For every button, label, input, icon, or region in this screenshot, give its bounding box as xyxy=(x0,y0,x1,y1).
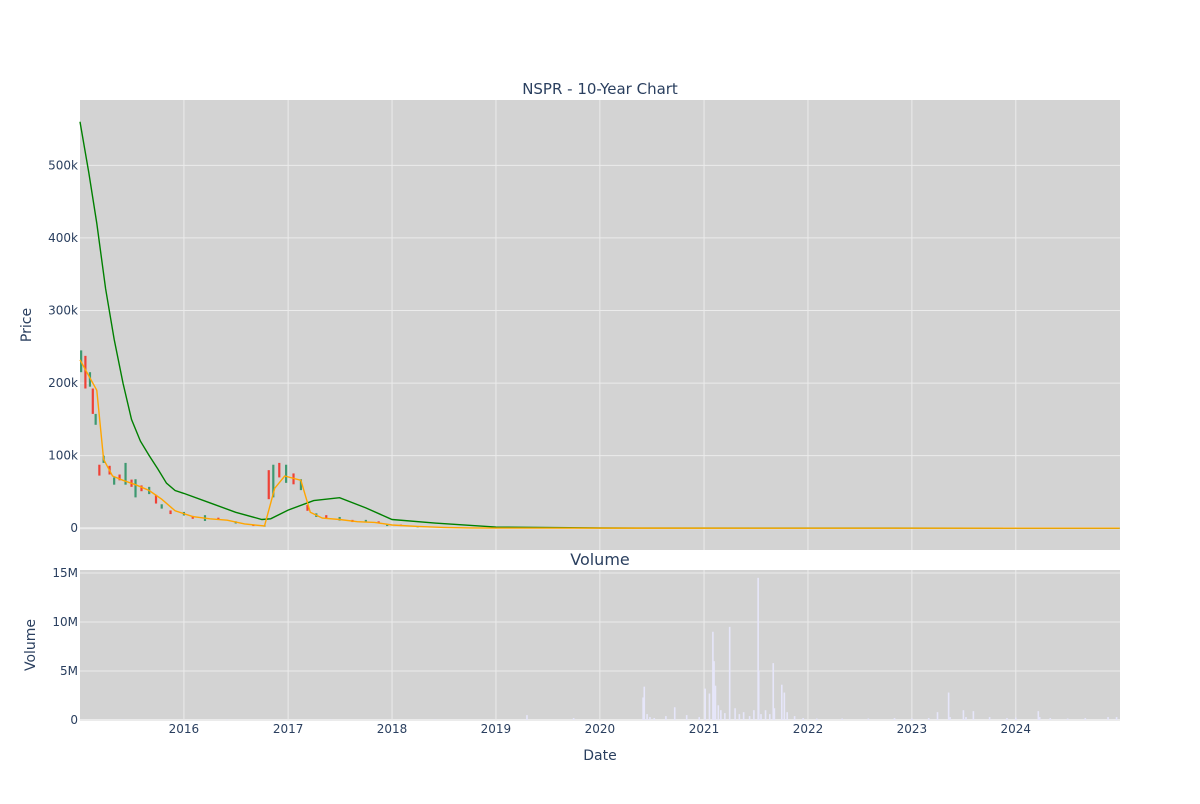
volume-bars xyxy=(122,577,1118,721)
volume-bar xyxy=(1066,718,1069,720)
x-tick-label: 2017 xyxy=(273,722,304,736)
x-tick-label: 2020 xyxy=(585,722,616,736)
volume-bar xyxy=(643,686,646,720)
volume-y-tick-label: 10M xyxy=(52,615,78,629)
date-x-axis-label: Date xyxy=(583,748,616,764)
volume-bar xyxy=(773,708,776,720)
volume-bar xyxy=(786,712,788,720)
volume-bar xyxy=(717,705,720,720)
volume-bar xyxy=(965,717,967,720)
volume-bar xyxy=(769,714,771,720)
volume-bar xyxy=(962,710,965,720)
volume-bar xyxy=(1038,717,1041,720)
volume-bar xyxy=(936,712,939,720)
volume-chart-title: Volume xyxy=(570,550,630,569)
x-tick-label: 2024 xyxy=(1001,722,1032,736)
price-y-tick-label: 0 xyxy=(70,521,78,535)
volume-bar xyxy=(653,718,656,720)
volume-bar xyxy=(526,715,528,720)
volume-bar xyxy=(757,670,760,720)
volume-bar xyxy=(572,718,575,720)
volume-y-axis-label: Volume xyxy=(23,619,39,671)
x-tick-label: 2021 xyxy=(689,722,720,736)
volume-bar xyxy=(642,697,644,720)
moving-average-long-line xyxy=(79,121,1120,529)
volume-bar xyxy=(712,631,714,720)
volume-bar xyxy=(713,661,715,720)
x-tick-label: 2022 xyxy=(793,722,824,736)
volume-x-tick-labels: 2016 2017 2018 2019 2020 2021 2022 2023 2024 xyxy=(169,722,1031,736)
volume-bar xyxy=(434,719,436,720)
volume-bar xyxy=(972,711,975,720)
volume-bar xyxy=(738,714,741,720)
volume-bar xyxy=(793,716,796,720)
volume-bar xyxy=(714,685,717,720)
volume-bar xyxy=(226,719,228,721)
volume-bar xyxy=(646,714,648,720)
volume-bar xyxy=(1037,711,1040,720)
volume-bar xyxy=(893,718,896,720)
price-y-tick-labels: 0 100k 200k 300k 400k 500k xyxy=(48,158,78,535)
price-y-tick-label: 400k xyxy=(48,231,78,245)
volume-bar xyxy=(1006,718,1008,720)
price-y-tick-label: 200k xyxy=(48,376,78,390)
volume-bar xyxy=(911,718,913,720)
volume-bar xyxy=(728,626,731,720)
volume-bar xyxy=(841,718,843,720)
volume-bar xyxy=(947,692,950,720)
volume-bar xyxy=(949,717,951,720)
x-tick-label: 2018 xyxy=(377,722,408,736)
volume-y-tick-label: 5M xyxy=(60,664,78,678)
x-tick-label: 2016 xyxy=(169,722,200,736)
volume-bar xyxy=(708,693,711,720)
price-chart-title: NSPR - 10-Year Chart xyxy=(522,80,678,98)
x-tick-label: 2019 xyxy=(481,722,512,736)
volume-bar xyxy=(685,715,688,720)
volume-bar xyxy=(780,684,783,720)
volume-bar xyxy=(673,707,676,720)
price-y-axis-label: Price xyxy=(19,308,35,342)
volume-bar xyxy=(649,717,651,720)
volume-bar xyxy=(757,577,759,720)
x-tick-label: 2023 xyxy=(897,722,928,736)
volume-y-tick-labels: 0 5M 10M 15M xyxy=(52,566,78,727)
volume-bar xyxy=(1015,717,1017,720)
volume-bar xyxy=(1084,718,1087,720)
price-y-tick-label: 100k xyxy=(48,449,78,463)
volume-bar xyxy=(1107,717,1109,720)
volume-bar xyxy=(704,688,706,720)
volume-bar xyxy=(867,718,870,720)
volume-bar xyxy=(760,714,762,720)
volume-bar xyxy=(122,719,124,721)
volume-bar xyxy=(783,692,786,720)
price-y-tick-label: 500k xyxy=(48,158,78,172)
volume-bar xyxy=(1115,717,1118,720)
volume-bar xyxy=(724,713,726,720)
volume-bar xyxy=(698,717,701,720)
volume-bar xyxy=(720,710,722,720)
volume-gridlines xyxy=(80,570,1120,721)
volume-bar xyxy=(927,718,930,720)
volume-bar xyxy=(748,716,751,720)
volume-bar xyxy=(734,708,736,720)
volume-bar xyxy=(772,663,775,720)
volume-bar xyxy=(802,718,804,720)
volume-bar xyxy=(330,719,332,721)
volume-bar xyxy=(753,710,755,720)
volume-bar xyxy=(988,717,991,720)
moving-average-short-line xyxy=(79,359,1120,529)
volume-bar xyxy=(742,712,745,720)
price-y-tick-label: 300k xyxy=(48,303,78,317)
volume-y-tick-label: 0 xyxy=(70,713,78,727)
volume-y-tick-label: 15M xyxy=(52,566,78,580)
volume-bar xyxy=(815,718,818,720)
volume-bar xyxy=(665,716,667,720)
volume-bar xyxy=(764,710,767,720)
volume-bar xyxy=(1049,718,1052,720)
